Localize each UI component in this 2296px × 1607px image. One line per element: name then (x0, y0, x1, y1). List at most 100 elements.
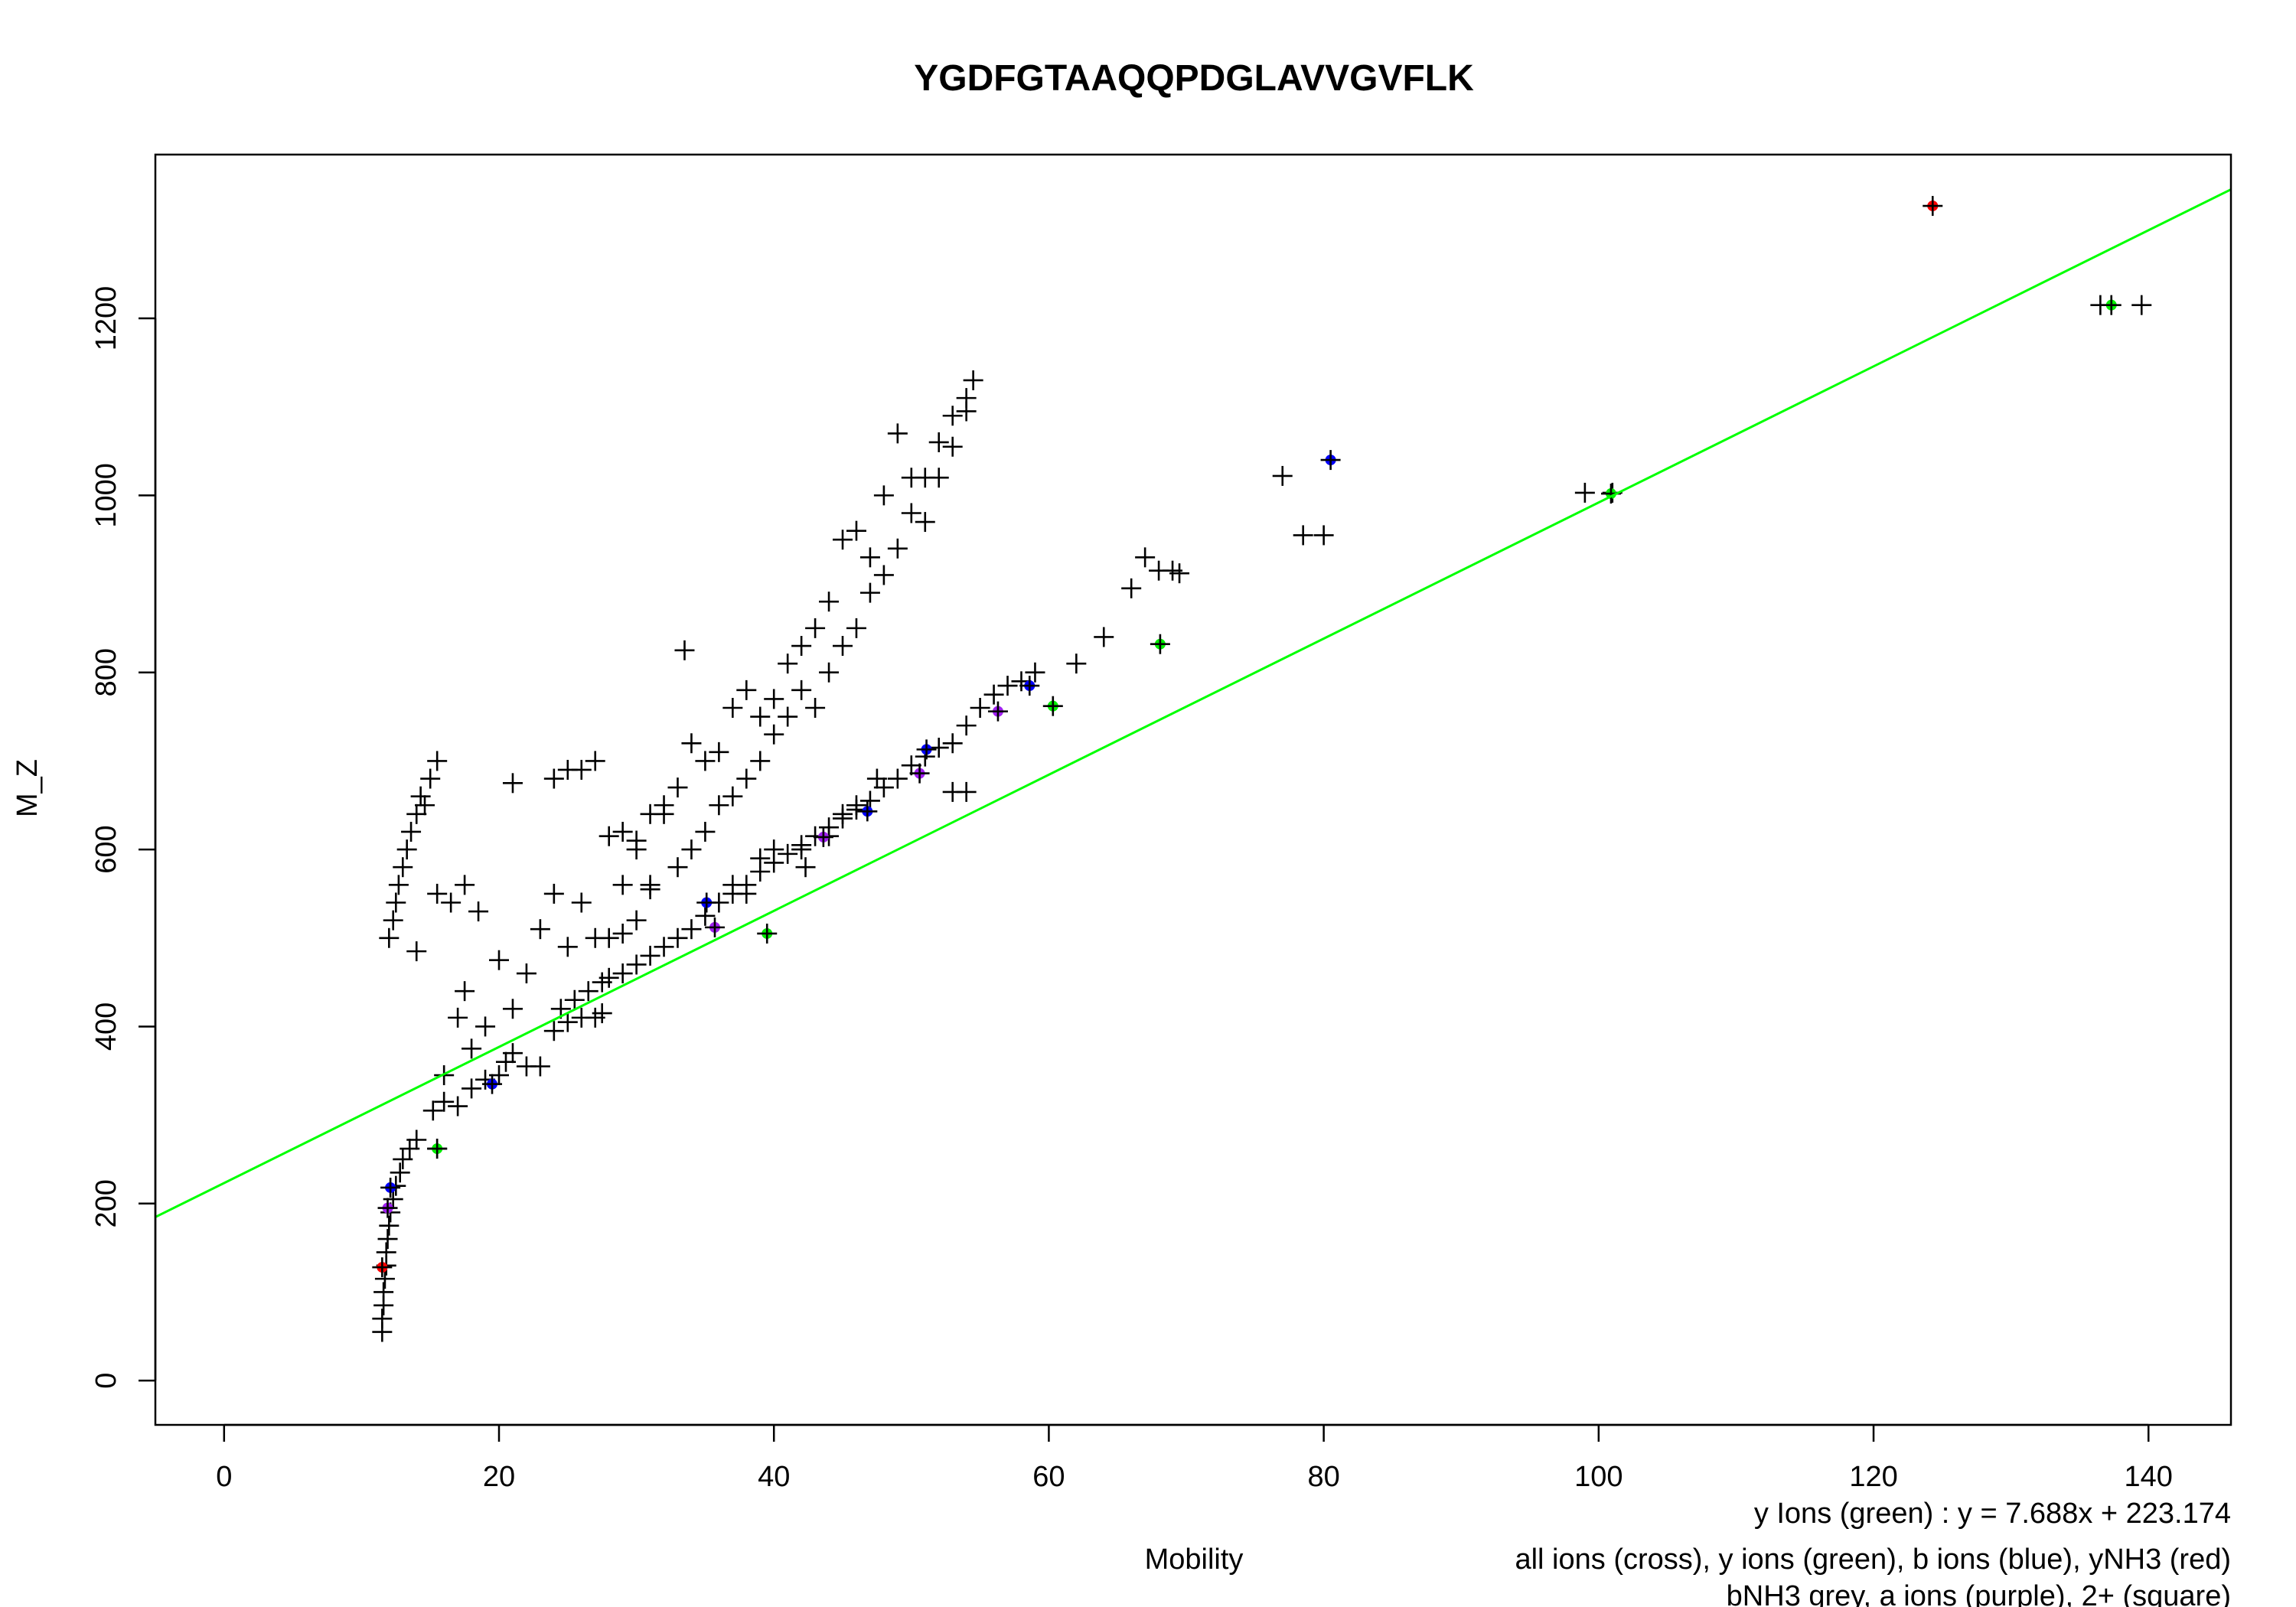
data-point (928, 468, 949, 488)
data-point (654, 795, 674, 816)
data-point (997, 676, 1018, 696)
data-point (722, 786, 743, 807)
data-point (859, 547, 880, 568)
data-point (448, 1096, 468, 1116)
data-point (791, 636, 812, 657)
data-point (373, 1282, 394, 1302)
y-tick-label: 0 (90, 1373, 122, 1389)
y-tick-label: 400 (90, 1002, 122, 1051)
series-1 (427, 295, 2122, 1159)
data-point (2131, 295, 2152, 315)
data-point (557, 1012, 578, 1032)
data-point (1574, 482, 1595, 503)
data-point (377, 1229, 398, 1250)
x-axis-label: Mobility (1145, 1543, 1244, 1576)
data-point (516, 963, 536, 984)
data-point (1025, 662, 1045, 683)
data-point (915, 512, 935, 533)
data-point (406, 941, 427, 962)
data-point (674, 640, 695, 660)
data-point (379, 927, 400, 948)
data-point (626, 954, 647, 975)
data-point (489, 950, 510, 970)
data-point (778, 654, 798, 674)
data-point (736, 680, 757, 700)
data-point (709, 795, 729, 816)
data-point (1293, 525, 1313, 546)
y-tick-label: 1000 (90, 463, 122, 528)
data-point (667, 777, 688, 798)
data-point (1272, 465, 1293, 486)
data-point (393, 1149, 413, 1169)
data-point (598, 826, 619, 846)
data-point (928, 432, 949, 452)
data-point (410, 786, 431, 807)
data-point (736, 768, 757, 789)
data-point (571, 892, 592, 913)
data-point (846, 618, 866, 638)
series-2 (380, 450, 1341, 1198)
data-point (859, 582, 880, 603)
data-point (390, 1162, 410, 1183)
fit-line (155, 188, 2231, 1218)
data-point (455, 981, 475, 1002)
data-point (640, 945, 660, 966)
data-point (681, 839, 702, 860)
data-point (987, 701, 1008, 722)
legend-line-2: all ions (cross), y ions (green), b ions… (1515, 1543, 2231, 1576)
fit-line-layer (155, 188, 2231, 1218)
y-tick-label: 800 (90, 648, 122, 696)
data-point (887, 423, 908, 444)
series-0 (372, 295, 2152, 1342)
series-4 (377, 701, 1008, 1218)
data-point (1042, 696, 1063, 716)
data-point (530, 1056, 550, 1077)
data-point (795, 857, 816, 878)
data-point (764, 724, 784, 745)
data-point (942, 436, 963, 457)
data-point (415, 795, 435, 816)
x-tick-label: 120 (1849, 1461, 1897, 1493)
data-point (468, 901, 489, 922)
data-point (612, 923, 633, 944)
data-point (942, 406, 963, 426)
data-point (383, 910, 403, 931)
data-point (441, 892, 461, 913)
data-point (626, 910, 647, 931)
data-point (778, 706, 798, 727)
y-axis-label: M_Z (11, 759, 44, 817)
data-point (750, 751, 771, 771)
data-point (386, 892, 406, 913)
data-point (983, 684, 1004, 705)
data-point (502, 773, 523, 794)
data-point (750, 848, 771, 869)
data-point (401, 821, 422, 842)
data-point (626, 830, 647, 851)
data-point (1094, 627, 1114, 647)
data-point (901, 468, 921, 488)
data-point (557, 937, 578, 957)
data-point (963, 370, 983, 390)
data-point (722, 697, 743, 718)
series-3 (372, 196, 1943, 1278)
data-point (383, 1189, 403, 1210)
chart-title: YGDFGTAAQQPDGLAVVGVFLK (914, 58, 1474, 99)
data-point (530, 919, 550, 940)
data-point (696, 892, 717, 913)
data-point (942, 733, 963, 754)
data-point (956, 401, 977, 422)
data-point (887, 768, 908, 789)
data-point (543, 883, 564, 904)
data-point (427, 1139, 448, 1159)
data-point (901, 503, 921, 523)
legend-line-3: bNH3 grey, a ions (purple), 2+ (square) (1727, 1580, 2231, 1607)
axes-layer: 0 20 40 60 80 100 120 140 0 200 400 600 800 1000 1200 (90, 153, 2232, 1493)
data-point (393, 857, 413, 878)
x-tick-label: 20 (483, 1461, 515, 1493)
data-point (901, 755, 921, 776)
data-point (396, 839, 417, 860)
data-point (1135, 547, 1156, 568)
data-point (406, 1129, 427, 1150)
plot-area (155, 188, 2231, 1342)
data-point (750, 706, 771, 727)
